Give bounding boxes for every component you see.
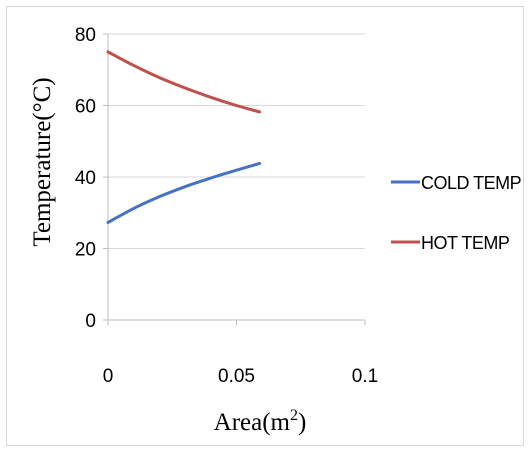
series-lines — [106, 50, 262, 224]
y-tick-label: 20 — [75, 240, 96, 261]
y-axis-title: Temperature(°C) — [29, 77, 56, 246]
series-line-hot-temp — [106, 50, 262, 114]
y-tick-label: 80 — [75, 25, 96, 46]
series-line-cold-temp — [106, 161, 262, 224]
y-tick-label: 0 — [85, 311, 96, 332]
legend-label-hot-temp: HOT TEMP — [421, 233, 510, 253]
x-tick-labels: 0 0.05 0.1 — [103, 366, 379, 387]
y-tick-labels: 0 20 40 60 80 — [75, 25, 96, 332]
x-tick-label: 0.05 — [218, 366, 255, 387]
y-tick-label: 60 — [75, 97, 96, 118]
x-axis-title: Area(m2) — [214, 407, 307, 436]
y-tick-label: 40 — [75, 168, 96, 189]
x-tick-label: 0 — [103, 366, 114, 387]
legend: COLD TEMP HOT TEMP — [391, 173, 522, 253]
x-tick-label: 0.1 — [352, 366, 378, 387]
axes — [103, 33, 366, 325]
chart-frame — [6, 6, 524, 446]
gridlines — [108, 33, 365, 249]
legend-label-cold-temp: COLD TEMP — [421, 173, 522, 193]
